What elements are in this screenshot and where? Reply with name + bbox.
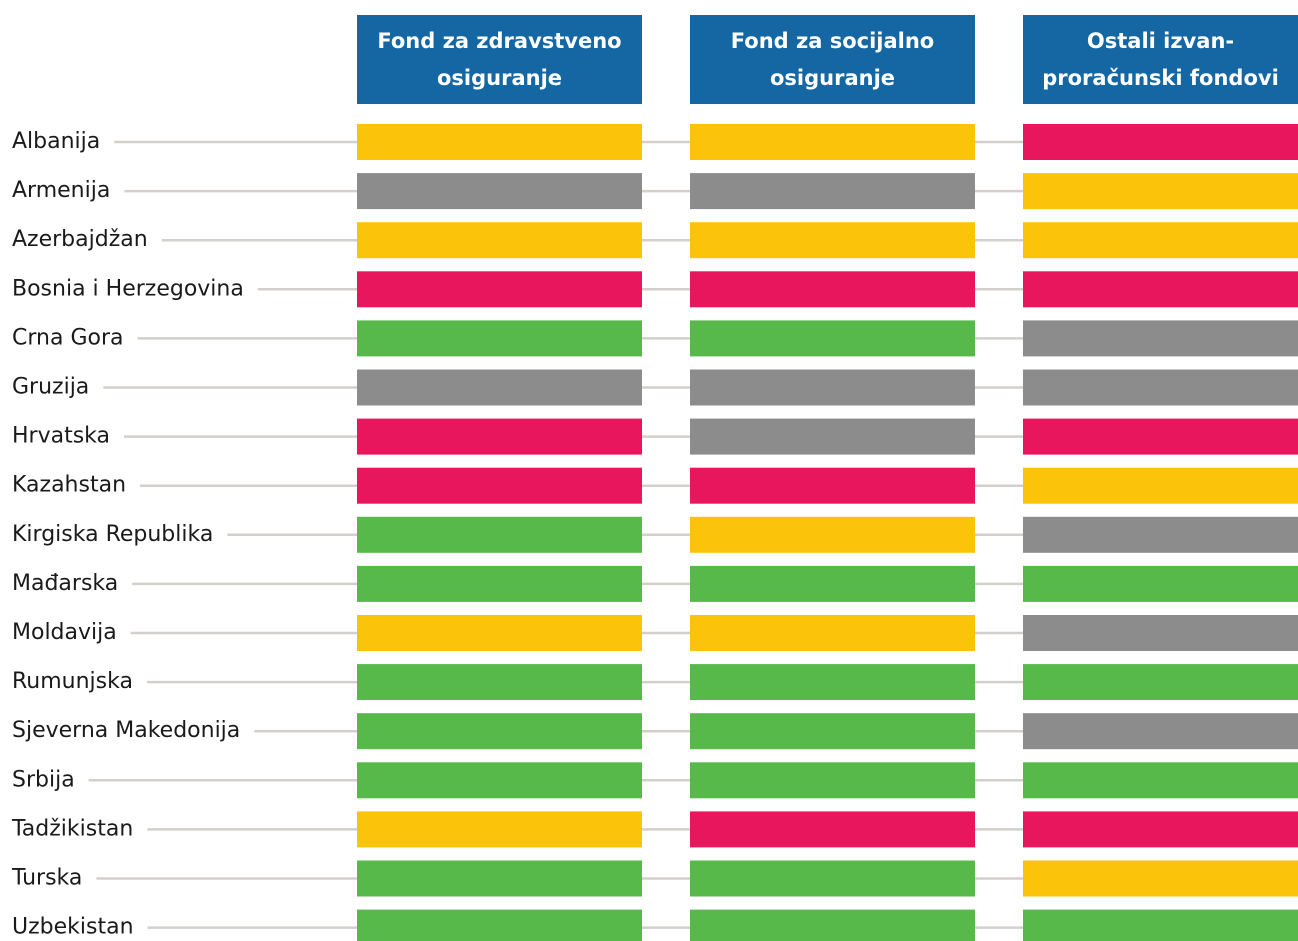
status-cell — [690, 713, 975, 750]
row-label: Hrvatska — [12, 424, 110, 449]
row-label: Azerbajdžan — [12, 227, 148, 252]
row-label: Gruzija — [12, 375, 89, 400]
status-cell — [357, 320, 642, 357]
status-cell — [357, 615, 642, 651]
row-label: Mađarska — [12, 571, 118, 596]
status-cell — [1023, 811, 1298, 848]
status-cell — [357, 811, 642, 848]
column-header — [357, 15, 642, 104]
status-cell — [690, 418, 975, 455]
column-header — [1023, 15, 1298, 104]
status-cell — [357, 418, 642, 455]
status-cell — [690, 615, 975, 651]
row-label: Srbija — [12, 767, 75, 792]
status-cell — [690, 811, 975, 848]
column-header-text: osiguranje — [437, 66, 562, 90]
status-cell — [357, 713, 642, 750]
status-cell — [1023, 467, 1298, 504]
status-cell — [1023, 762, 1298, 799]
row-label: Rumunjska — [12, 669, 133, 694]
row-label: Tadžikistan — [11, 816, 133, 841]
status-cell — [690, 124, 975, 160]
row-label: Uzbekistan — [12, 915, 134, 940]
column-header-text: Fond za zdravstveno — [377, 29, 621, 53]
status-cell — [1023, 124, 1298, 160]
status-cell — [1023, 664, 1298, 701]
status-cell — [1023, 173, 1298, 210]
column-header — [690, 15, 975, 104]
column-header-text: osiguranje — [770, 66, 895, 90]
status-cell — [1023, 909, 1298, 941]
row-label: Moldavija — [12, 620, 117, 645]
row-label: Sjeverna Makedonija — [12, 718, 240, 743]
status-cell — [357, 222, 642, 259]
status-cell — [357, 762, 642, 799]
status-cell — [690, 762, 975, 799]
row-label: Bosnia i Herzegovina — [12, 276, 244, 301]
row-label: Albanija — [12, 129, 100, 154]
status-cell — [357, 860, 642, 897]
status-cell — [1023, 320, 1298, 357]
status-cell — [1023, 516, 1298, 553]
status-cell — [357, 516, 642, 553]
row-label: Crna Gora — [12, 325, 123, 350]
status-cell — [357, 271, 642, 308]
status-cell — [1023, 222, 1298, 259]
status-cell — [357, 909, 642, 941]
status-cell — [690, 516, 975, 553]
row-label: Kazahstan — [12, 473, 126, 498]
status-cell — [1023, 713, 1298, 750]
row-label: Kirgiska Republika — [12, 522, 213, 547]
row-label: Turska — [11, 866, 82, 891]
status-cell — [357, 124, 642, 160]
status-cell — [357, 173, 642, 210]
status-cell — [690, 909, 975, 941]
status-cell — [690, 320, 975, 357]
status-cell — [357, 369, 642, 406]
status-cell — [1023, 271, 1298, 308]
status-cell — [1023, 565, 1298, 602]
status-cell — [690, 860, 975, 897]
column-header-text: Fond za socijalno — [731, 29, 934, 53]
status-cell — [690, 173, 975, 210]
status-cell — [1023, 418, 1298, 455]
status-cell — [357, 664, 642, 701]
column-header-text: Ostali izvan- — [1087, 29, 1234, 53]
status-cell — [690, 369, 975, 406]
status-cell — [1023, 615, 1298, 651]
status-cell — [690, 467, 975, 504]
column-header-text: proračunski fondovi — [1042, 66, 1279, 90]
status-cell — [1023, 860, 1298, 897]
status-cell — [1023, 369, 1298, 406]
status-cell — [357, 565, 642, 602]
status-cell — [357, 467, 642, 504]
status-cell — [690, 222, 975, 259]
status-cell — [690, 565, 975, 602]
row-label: Armenija — [12, 178, 110, 203]
status-cell — [690, 271, 975, 308]
status-cell — [690, 664, 975, 701]
